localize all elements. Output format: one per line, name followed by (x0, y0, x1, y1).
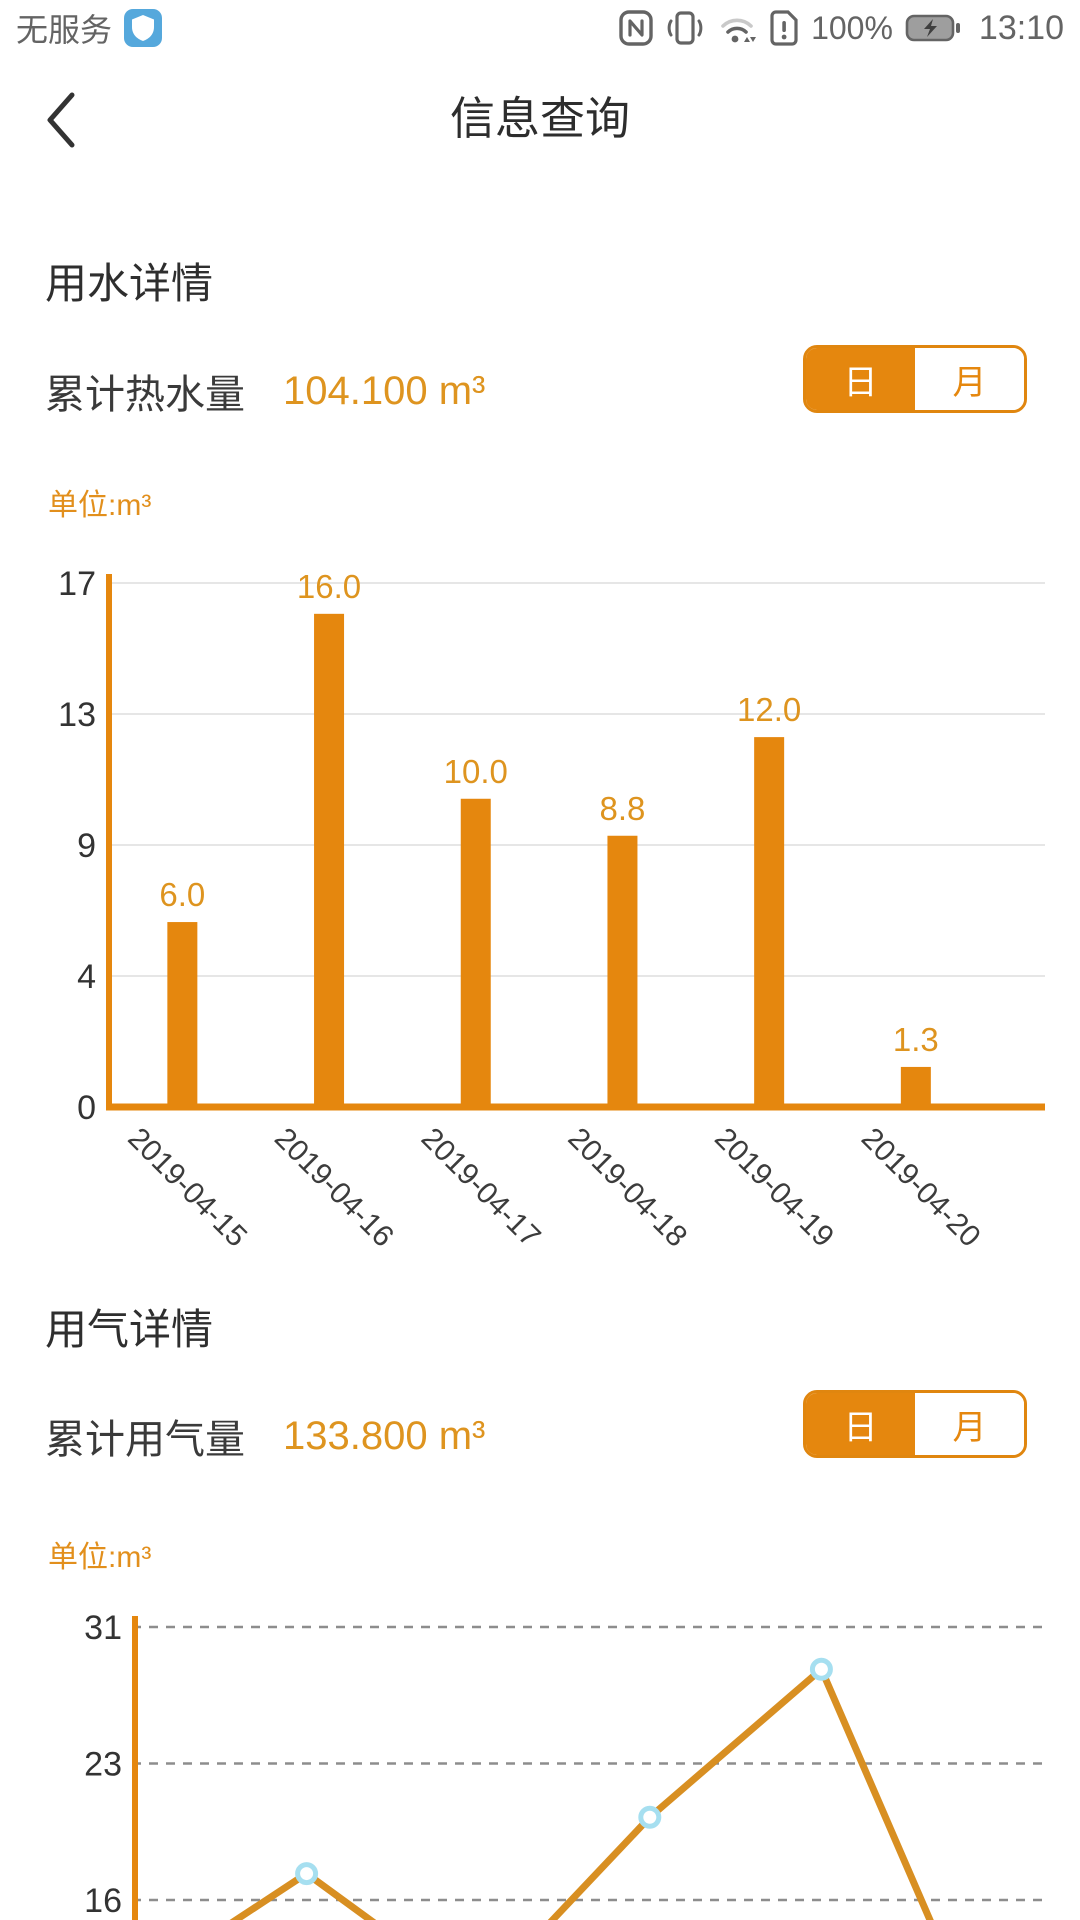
header: 信息查询 (0, 56, 1080, 176)
wifi-icon (721, 18, 757, 43)
water-metric-label: 累计热水量 (45, 373, 245, 417)
gas-toggle-day-button[interactable]: 日 (806, 1393, 915, 1455)
gas-toggle-month-button[interactable]: 月 (915, 1393, 1024, 1455)
nfc-icon (619, 10, 653, 46)
svg-text:8.8: 8.8 (600, 790, 646, 827)
water-unit-label: 单位:m³ (48, 489, 152, 522)
gas-metric-value: 133.800 m³ (283, 1413, 486, 1458)
svg-text:2019-04-16: 2019-04-16 (268, 1122, 400, 1254)
svg-text:4: 4 (77, 958, 96, 996)
svg-text:1.3: 1.3 (893, 1021, 939, 1058)
gas-unit-label: 单位:m³ (48, 1541, 152, 1574)
svg-text:2019-04-20: 2019-04-20 (855, 1122, 987, 1254)
svg-text:2019-04-18: 2019-04-18 (562, 1122, 694, 1254)
svg-text:31: 31 (84, 1609, 122, 1647)
gas-metric-row: 累计用气量 133.800 m³ (45, 1407, 485, 1465)
water-metric-row: 累计热水量 104.100 m³ (45, 362, 485, 420)
water-bar-chart: 17 13 9 4 0 6.0 2019-04-15 16.0 2019-04-16 10.0 20… (58, 565, 1045, 1254)
svg-text:0: 0 (77, 1089, 96, 1127)
svg-text:13: 13 (58, 696, 96, 734)
clock-label: 13:10 (978, 8, 1064, 47)
shield-glyph (132, 15, 155, 41)
water-section-title: 用水详情 (45, 260, 214, 307)
carrier-label: 无服务 (16, 12, 113, 48)
svg-text:2019-04-15: 2019-04-15 (121, 1122, 253, 1254)
svg-text:12.0: 12.0 (737, 691, 801, 728)
battery-icon (905, 14, 960, 42)
page-title: 信息查询 (449, 93, 630, 144)
battery-percent-label: 100% (811, 9, 893, 46)
svg-text:2019-04-17: 2019-04-17 (415, 1122, 547, 1254)
svg-text:23: 23 (84, 1746, 122, 1784)
svg-text:2019-04-19: 2019-04-19 (708, 1122, 840, 1254)
back-button[interactable] (44, 88, 100, 152)
svg-text:10.0: 10.0 (444, 753, 508, 790)
water-period-toggle[interactable]: 日 月 (803, 345, 1027, 413)
svg-text:6.0: 6.0 (159, 876, 205, 913)
gas-line-chart: 31 23 16 (84, 1609, 1045, 1920)
water-toggle-day-button[interactable]: 日 (806, 348, 915, 410)
sim-alert-icon (770, 10, 798, 46)
svg-text:17: 17 (58, 565, 96, 603)
gas-section-title: 用气详情 (45, 1306, 214, 1353)
status-bar: 无服务 100% (0, 0, 1080, 56)
gas-metric-label: 累计用气量 (45, 1418, 245, 1462)
water-metric-value: 104.100 m³ (283, 368, 486, 413)
water-toggle-month-button[interactable]: 月 (915, 348, 1024, 410)
svg-text:16.0: 16.0 (297, 568, 361, 605)
vibrate-icon (667, 11, 703, 45)
svg-text:9: 9 (77, 827, 96, 865)
svg-text:16: 16 (84, 1882, 122, 1920)
chevron-left-icon (47, 92, 75, 148)
gas-period-toggle[interactable]: 日 月 (803, 1390, 1027, 1458)
shield-app-icon (124, 9, 163, 47)
